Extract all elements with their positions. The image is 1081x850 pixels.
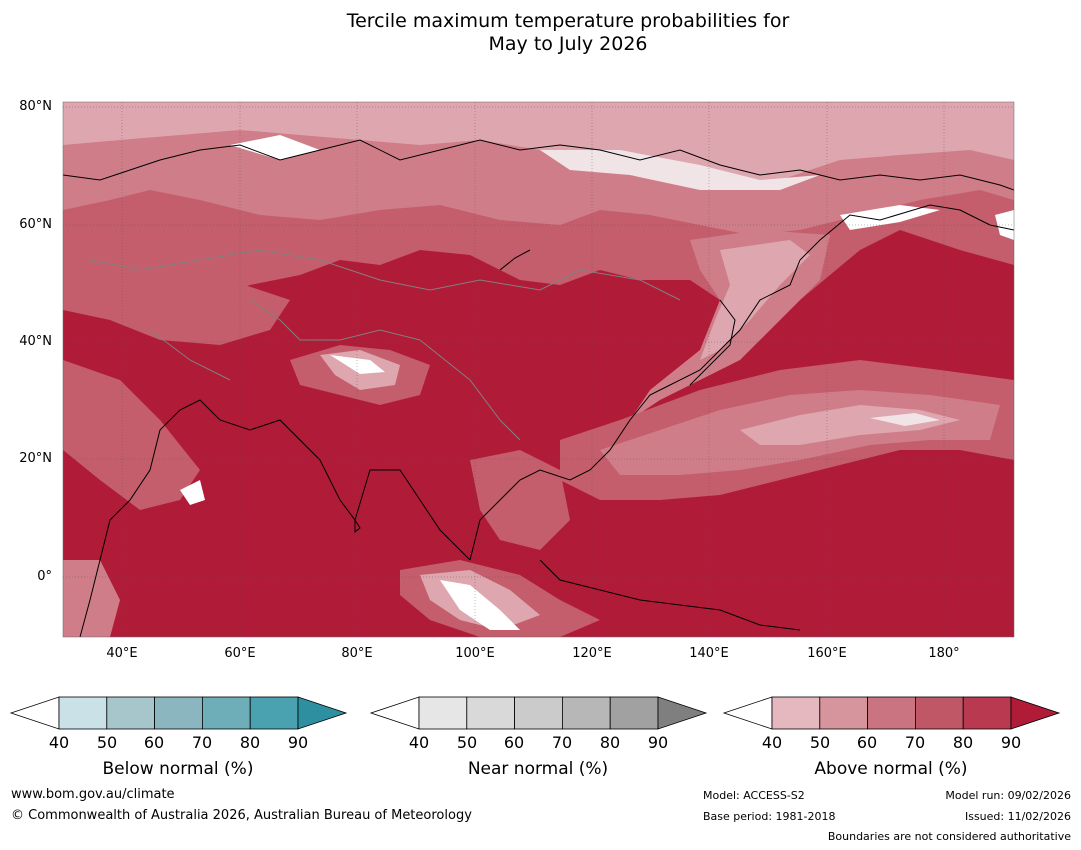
lake-baikal <box>499 249 531 271</box>
title-line-1: Tercile maximum temperature probabilitie… <box>346 10 790 32</box>
footer-issued: Issued: 11/02/2026 <box>964 810 1071 823</box>
gridlines <box>63 102 1014 637</box>
colorbar-segment <box>466 696 515 730</box>
coastline-maritime <box>539 559 801 631</box>
colorbar-segment <box>58 696 108 730</box>
colorbar-segment <box>962 696 1012 730</box>
lon-label-100e: 100°E <box>455 646 495 661</box>
pacific-band-40 <box>870 413 940 426</box>
colorbar-extend-low <box>369 696 420 730</box>
near-tick-50: 50 <box>456 733 478 752</box>
barents-white <box>230 135 320 160</box>
central-asia-70 <box>63 260 290 345</box>
africa-coast-60 <box>63 560 120 637</box>
colorbar-segment <box>106 696 156 730</box>
coastline-eurasia <box>63 139 1014 191</box>
colorbar-extend-high <box>297 696 348 730</box>
footer-model: Model: ACCESS-S2 <box>703 789 805 802</box>
near-tick-60: 60 <box>503 733 525 752</box>
colorbar-below-label: Below normal (%) <box>102 759 254 779</box>
colorbar-extend-high <box>1010 696 1061 730</box>
near-tick-40: 40 <box>408 733 430 752</box>
below-tick-80: 80 <box>239 733 261 752</box>
colorbar-near <box>369 696 708 730</box>
siberia-light <box>540 150 820 190</box>
near-tick-80: 80 <box>599 733 621 752</box>
footer-copyright: © Commonwealth of Australia 2026, Austra… <box>11 808 472 823</box>
above-tick-50: 50 <box>809 733 831 752</box>
colorbar-extend-low <box>9 696 60 730</box>
coastline-east-asia <box>469 204 1014 561</box>
footer-model-run: Model run: 09/02/2026 <box>945 789 1071 802</box>
indian-ocean-white <box>440 580 520 630</box>
chart-title: Tercile maximum temperature probabilitie… <box>0 10 1081 56</box>
lon-label-140e: 140°E <box>689 646 729 661</box>
map-field <box>63 102 1014 637</box>
tibet-white <box>330 355 385 374</box>
somalia-white <box>180 480 205 505</box>
lon-label-180: 180° <box>928 646 960 661</box>
footer-base-period: Base period: 1981-2018 <box>703 810 836 823</box>
footer-disclaimer: Boundaries are not considered authoritat… <box>827 830 1071 843</box>
lon-label-60e: 60°E <box>224 646 256 661</box>
below-tick-60: 60 <box>143 733 165 752</box>
colorbar-extend-low <box>722 696 773 730</box>
colorbars <box>9 696 1061 730</box>
colorbar-above <box>722 696 1061 730</box>
above-tick-90: 90 <box>1000 733 1022 752</box>
above-tick-60: 60 <box>856 733 878 752</box>
okhotsk-50 <box>700 240 810 360</box>
colorbar-segment <box>154 696 203 730</box>
lat-label-20n: 20°N <box>19 451 52 466</box>
arabia-70 <box>63 360 200 510</box>
se-asia-70 <box>470 450 570 550</box>
below-tick-90: 90 <box>287 733 309 752</box>
above-tick-40: 40 <box>761 733 783 752</box>
colorbar-segment <box>249 696 299 730</box>
sri-lanka <box>354 518 361 534</box>
colorbar-segment <box>867 696 916 730</box>
below-tick-70: 70 <box>191 733 213 752</box>
lat-label-40n: 40°N <box>19 334 52 349</box>
lon-label-40e: 40°E <box>106 646 138 661</box>
colorbar-segment <box>514 696 563 730</box>
country-boundaries <box>89 249 681 441</box>
colorbar-segment <box>771 696 821 730</box>
lat-label-60n: 60°N <box>19 217 52 232</box>
near-tick-90: 90 <box>647 733 669 752</box>
colorbar-near-label: Near normal (%) <box>467 759 609 779</box>
lon-label-160e: 160°E <box>807 646 847 661</box>
coastlines <box>63 139 1014 637</box>
colorbar-segment <box>562 696 611 730</box>
colorbar-segment <box>609 696 659 730</box>
lon-label-80e: 80°E <box>341 646 373 661</box>
coastline-india <box>79 399 471 637</box>
colorbar-above-label: Above normal (%) <box>814 759 968 779</box>
below-tick-50: 50 <box>96 733 118 752</box>
lon-label-120e: 120°E <box>572 646 612 661</box>
coastline-japan <box>689 299 736 386</box>
near-tick-70: 70 <box>551 733 573 752</box>
colorbar-below <box>9 696 348 730</box>
colorbar-segment <box>418 696 468 730</box>
lat-label-80n: 80°N <box>19 99 52 114</box>
arctic-band-50 <box>63 102 1014 185</box>
below-tick-40: 40 <box>48 733 70 752</box>
colorbar-segment <box>915 696 964 730</box>
east-coast-white <box>995 210 1014 240</box>
footer-url[interactable]: www.bom.gov.au/climate <box>11 787 175 802</box>
above-tick-80: 80 <box>952 733 974 752</box>
lat-label-0: 0° <box>37 569 52 584</box>
colorbar-extend-high <box>657 696 708 730</box>
map-frame <box>62 101 1015 638</box>
above-tick-70: 70 <box>904 733 926 752</box>
colorbar-segment <box>201 696 251 730</box>
title-line-2: May to July 2026 <box>488 33 648 55</box>
colorbar-segment <box>819 696 868 730</box>
